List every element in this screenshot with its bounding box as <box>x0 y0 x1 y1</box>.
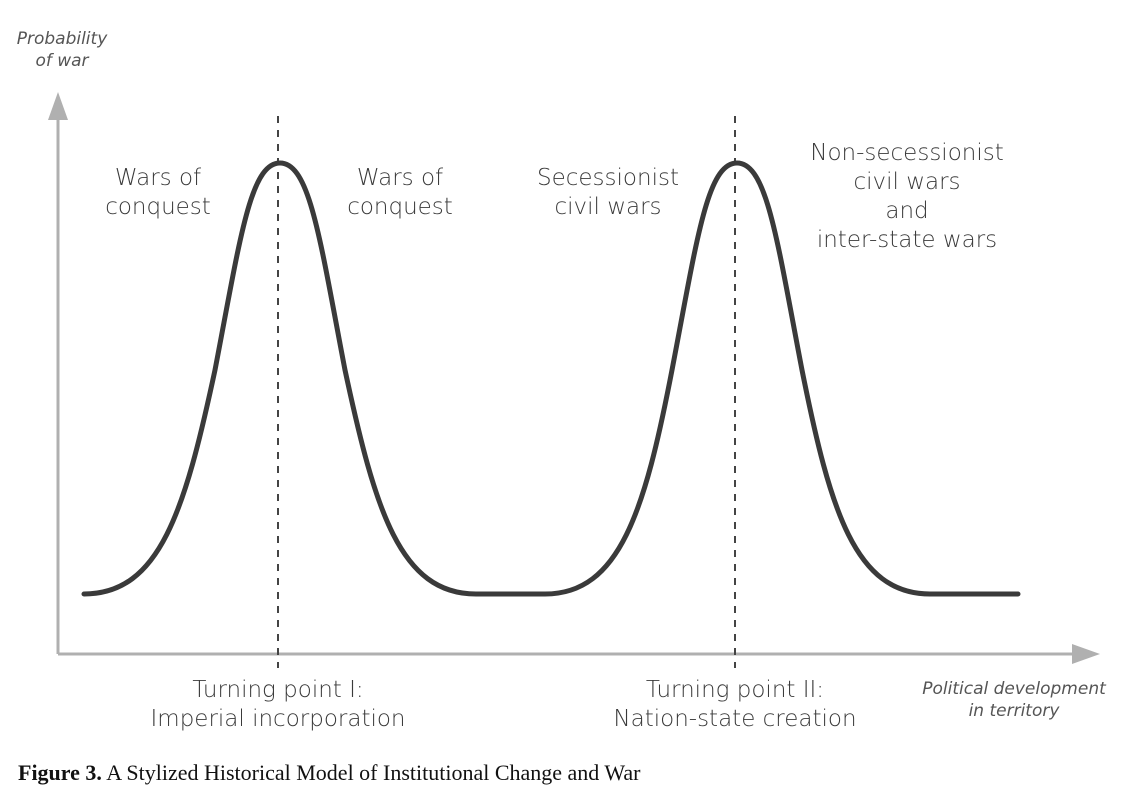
region-label-line: and <box>885 198 929 224</box>
region-label-line: civil wars <box>554 194 662 220</box>
region-label-line: Wars of <box>356 165 444 191</box>
figure-caption: Figure 3. A Stylized Historical Model of… <box>18 760 641 786</box>
region-label-line: civil wars <box>853 169 961 195</box>
y-axis-arrowhead <box>48 92 68 120</box>
turning-point-label-line: Turning point II: <box>645 677 825 703</box>
figure-number: Figure 3. <box>18 760 102 785</box>
x-axis-label: Political development in territory <box>914 678 1114 722</box>
y-axis-label-line-2: of war <box>35 51 89 71</box>
region-label-line: Secessionist <box>537 165 679 191</box>
region-label-line: Non-secessionist <box>810 140 1004 166</box>
war-probability-curve <box>81 160 1021 597</box>
region-label-line: inter-state wars <box>816 227 998 253</box>
x-axis-arrowhead <box>1072 644 1100 664</box>
turning-point-label-line: Nation-state creation <box>613 706 857 732</box>
region-label-secessionist-civil-wars: Secessionist civil wars <box>528 164 688 222</box>
y-axis-label-line-1: Probability <box>16 29 108 49</box>
region-label-line: conquest <box>105 194 211 220</box>
region-label-non-secessionist-and-inter-state-wars: Non-secessionist civil wars and inter-st… <box>800 139 1014 255</box>
y-axis-label: Probability of war <box>14 28 110 72</box>
turning-point-label-line: Turning point I: <box>192 677 364 703</box>
x-axis-label-line-1: Political development <box>922 679 1106 699</box>
x-axis-label-line-2: in territory <box>968 701 1060 721</box>
turning-point-2-label: Turning point II: Nation-state creation <box>597 676 873 734</box>
region-label-wars-of-conquest-2: Wars of conquest <box>338 164 462 222</box>
region-label-wars-of-conquest-1: Wars of conquest <box>96 164 220 222</box>
region-label-line: Wars of <box>114 165 202 191</box>
turning-point-label-line: Imperial incorporation <box>150 706 406 732</box>
region-label-line: conquest <box>347 194 453 220</box>
turning-point-1-label: Turning point I: Imperial incorporation <box>140 676 416 734</box>
figure-caption-text: A Stylized Historical Model of Instituti… <box>106 760 641 785</box>
